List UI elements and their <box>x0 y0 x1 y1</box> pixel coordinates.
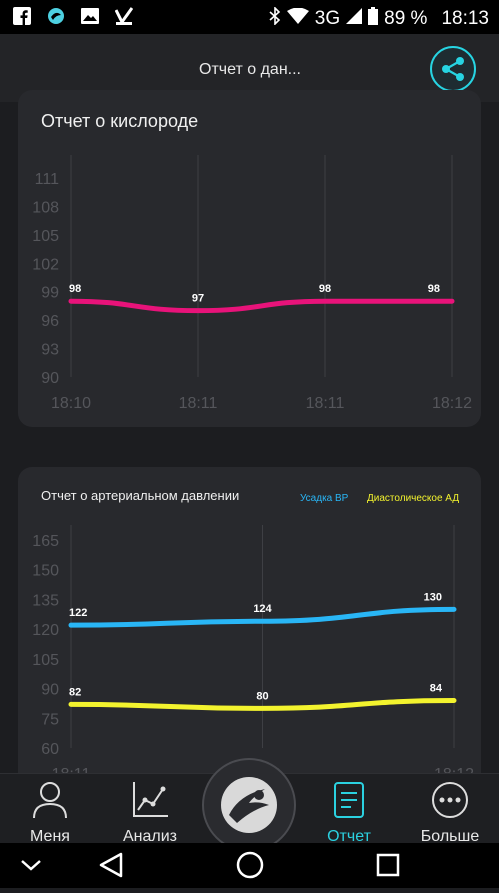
oxygen-chart: 111 108 105 102 99 96 93 90 18:10 18:11 18:11 18:12… <box>32 155 472 412</box>
oxygen-y-tick-label: 108 <box>32 199 59 216</box>
facebook-icon <box>12 6 32 26</box>
legend-systolic: Усадка BP <box>300 493 349 504</box>
pressure-y-tick-label: 60 <box>41 741 59 758</box>
pressure-data-label: 122 <box>69 607 87 619</box>
pressure-y-tick-label: 135 <box>32 592 59 609</box>
recents-icon[interactable] <box>376 853 400 877</box>
wifi-icon <box>286 7 309 30</box>
person-icon <box>33 782 67 819</box>
nav-item-report[interactable]: Отчет <box>309 780 389 845</box>
pressure-series-line-0 <box>68 606 457 628</box>
bottom-navigation: Меня Анализ Отчет Больше <box>0 758 499 852</box>
pressure-data-label: 82 <box>69 686 81 698</box>
more-dots-icon <box>432 782 468 818</box>
oxygen-series-line-0 <box>68 298 455 314</box>
nav-item-analysis[interactable]: Анализ <box>110 780 190 845</box>
pressure-y-tick-label: 120 <box>32 622 59 639</box>
nav-label-analysis: Анализ <box>122 828 177 845</box>
battery-percent: 89 % <box>384 8 428 29</box>
share-button[interactable] <box>430 46 476 92</box>
nav-label-more: Больше <box>420 828 480 845</box>
pressure-y-tick-label: 165 <box>32 533 59 550</box>
oxygen-x-tick-label: 18:11 <box>306 395 345 412</box>
oxygen-x-tick-label: 18:11 <box>179 395 218 412</box>
signal-icon <box>346 8 363 30</box>
pressure-data-label: 124 <box>253 603 272 615</box>
tab-data-report[interactable]: Отчет о дан... <box>199 61 301 78</box>
app-logo-icon <box>221 777 277 833</box>
oxygen-data-label: 97 <box>192 293 204 305</box>
oxygen-y-tick-label: 102 <box>32 256 59 273</box>
pressure-data-label: 130 <box>424 591 442 603</box>
pressure-chart: 16515013512010590756018:1118:1118:121221… <box>32 525 474 783</box>
pressure-y-tick-label: 90 <box>41 682 59 699</box>
home-icon[interactable] <box>236 851 264 879</box>
pressure-data-label: 80 <box>256 690 268 702</box>
oxygen-y-tick-label: 111 <box>35 171 59 188</box>
bluetooth-icon <box>269 6 281 31</box>
app-logo-icon <box>46 6 66 26</box>
oxygen-data-label: 98 <box>428 283 440 295</box>
home-center-button[interactable] <box>202 758 296 852</box>
pressure-y-tick-label: 105 <box>32 652 59 669</box>
pressure-report-card: Отчет о артериальном давлении Усадка BP … <box>18 467 481 797</box>
nav-label-report: Отчет <box>327 828 371 845</box>
pressure-data-label: 84 <box>430 682 443 694</box>
nav-item-more[interactable]: Больше <box>410 780 490 845</box>
network-type: 3G <box>314 8 341 29</box>
system-navigation-bar <box>0 843 499 888</box>
clock: 18:13 <box>441 8 489 29</box>
status-bar: 3G 89 % 18:13 <box>0 0 499 34</box>
report-icon <box>334 782 364 818</box>
pressure-y-tick-label: 150 <box>32 563 59 580</box>
oxygen-y-tick-label: 96 <box>41 313 59 330</box>
analysis-chart-icon <box>133 782 168 817</box>
battery-icon <box>368 7 379 31</box>
oxygen-y-tick-label: 90 <box>41 370 59 387</box>
oxygen-data-label: 98 <box>69 283 81 295</box>
download-check-icon <box>114 6 134 26</box>
pressure-series-line-1 <box>68 697 457 711</box>
oxygen-y-tick-label: 93 <box>41 342 59 359</box>
collapse-chevron-icon[interactable] <box>21 860 41 871</box>
oxygen-x-tick-label: 18:10 <box>51 395 91 412</box>
share-icon <box>442 57 464 81</box>
nav-item-me[interactable]: Меня <box>10 780 90 845</box>
legend-diastolic: Диастолическое АД <box>367 493 460 504</box>
pressure-y-tick-label: 75 <box>41 711 59 728</box>
back-icon[interactable] <box>99 852 123 878</box>
oxygen-report-title: Отчет о кислороде <box>41 111 199 131</box>
oxygen-report-card: Отчет о кислороде 111 108 105 102 99 96 93 90 18… <box>18 90 481 427</box>
nav-label-me: Меня <box>30 828 70 845</box>
oxygen-y-tick-label: 99 <box>41 285 59 302</box>
oxygen-x-tick-label: 18:12 <box>432 395 472 412</box>
oxygen-y-tick-label: 105 <box>32 228 59 245</box>
image-icon <box>80 6 100 26</box>
pressure-report-title: Отчет о артериальном давлении <box>41 488 240 503</box>
oxygen-data-label: 98 <box>319 283 331 295</box>
